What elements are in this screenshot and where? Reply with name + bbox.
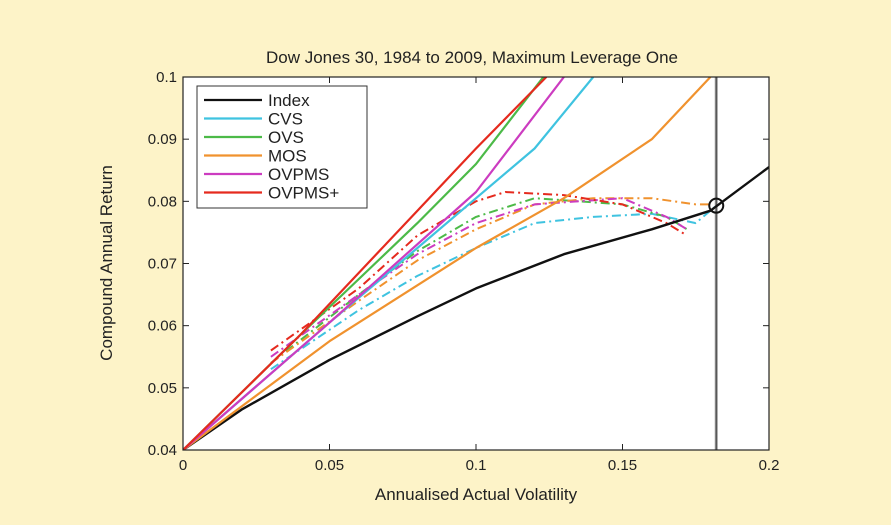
chart-title: Dow Jones 30, 1984 to 2009, Maximum Leve… [266, 48, 678, 67]
x-tick-label: 0.05 [315, 457, 344, 474]
y-tick-label: 0.08 [148, 193, 177, 210]
y-tick-label: 0.05 [148, 380, 177, 397]
legend-label-cvs: CVS [268, 110, 303, 129]
marker-group [708, 197, 725, 214]
series-line-ovpms [183, 77, 565, 450]
y-tick-label: 0.04 [148, 442, 177, 459]
y-tick-label: 0.07 [148, 256, 177, 273]
series-line-index [183, 166, 769, 450]
y-tick-label: 0.06 [148, 318, 177, 335]
legend-label-ovpms: OVPMS [268, 165, 329, 184]
legend-label-ovs: OVS [268, 128, 304, 147]
y-axis-label: Compound Annual Return [97, 165, 116, 361]
dashed-series-ovpms-plus [270, 191, 688, 352]
marker-circle [708, 197, 725, 214]
legend-label-ovpms-plus: OVPMS+ [268, 184, 339, 203]
x-axis-label: Annualised Actual Volatility [375, 485, 578, 504]
series-line-mos [183, 77, 712, 450]
y-tick-label: 0.1 [156, 69, 177, 86]
dashed-series-cvs [270, 204, 717, 371]
x-tick-label: 0.15 [608, 457, 637, 474]
dashed-series-ovs [270, 197, 688, 364]
x-tick-label: 0.2 [759, 457, 780, 474]
legend-label-index: Index [268, 91, 310, 110]
series-line-ovpms-plus [183, 77, 548, 450]
axis-ticks: 0 0.05 0.1 0.15 0.2 0.04 0.05 0.06 0.07 0.08 0.09 0… [148, 69, 780, 474]
x-tick-label: 0.1 [466, 457, 487, 474]
x-tick-label: 0 [179, 457, 187, 474]
legend-box [196, 85, 368, 209]
series-group [183, 77, 769, 450]
y-tick-label: 0.09 [148, 131, 177, 148]
legend-label-mos: MOS [268, 147, 307, 166]
